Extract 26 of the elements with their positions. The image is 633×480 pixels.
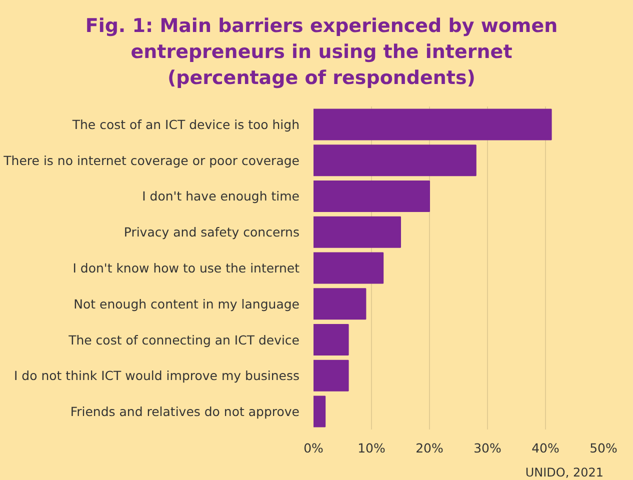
- bar: [314, 324, 349, 356]
- y-tick-label: Not enough content in my language: [74, 296, 300, 312]
- bar: [314, 144, 476, 176]
- bar: [314, 396, 326, 428]
- y-tick-label: I don't have enough time: [142, 188, 300, 204]
- bar: [314, 180, 430, 212]
- y-tick-label: Privacy and safety concerns: [124, 224, 300, 240]
- x-tick-label: 40%: [532, 440, 560, 456]
- y-tick-label: There is no internet coverage or poor coverage: [2, 152, 300, 168]
- x-tick-label: 20%: [416, 440, 444, 456]
- bar: [314, 216, 401, 248]
- chart-title: Fig. 1: Main barriers experienced by women entrepreneurs in using the internet (percentage of respondents): [85, 14, 558, 91]
- y-tick-label: I don't know how to use the internet: [72, 260, 300, 276]
- x-tick-label: 30%: [474, 440, 502, 456]
- y-tick-label: Friends and relatives do not approve: [70, 404, 300, 420]
- bar: [314, 252, 384, 284]
- x-tick-label: 0%: [304, 440, 324, 456]
- y-tick-label: The cost of an ICT device is too high: [71, 116, 300, 132]
- y-tick-label: The cost of connecting an ICT device: [68, 332, 300, 348]
- text: UNIDO, 2021: [525, 466, 604, 480]
- x-tick-label: 50%: [590, 440, 618, 456]
- bar: [314, 288, 366, 320]
- y-tick-label: I do not think ICT would improve my business: [14, 368, 300, 384]
- bar: [314, 360, 349, 392]
- x-tick-label: 10%: [358, 440, 386, 456]
- bar: [314, 108, 552, 140]
